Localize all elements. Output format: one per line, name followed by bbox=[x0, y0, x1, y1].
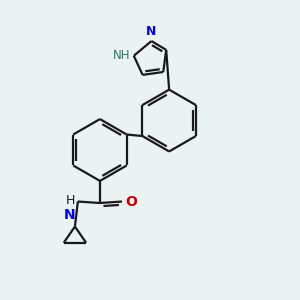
Text: H: H bbox=[66, 194, 76, 207]
Text: N: N bbox=[64, 208, 76, 222]
Text: O: O bbox=[126, 194, 137, 208]
Text: N: N bbox=[146, 25, 157, 38]
Text: NH: NH bbox=[113, 49, 130, 62]
